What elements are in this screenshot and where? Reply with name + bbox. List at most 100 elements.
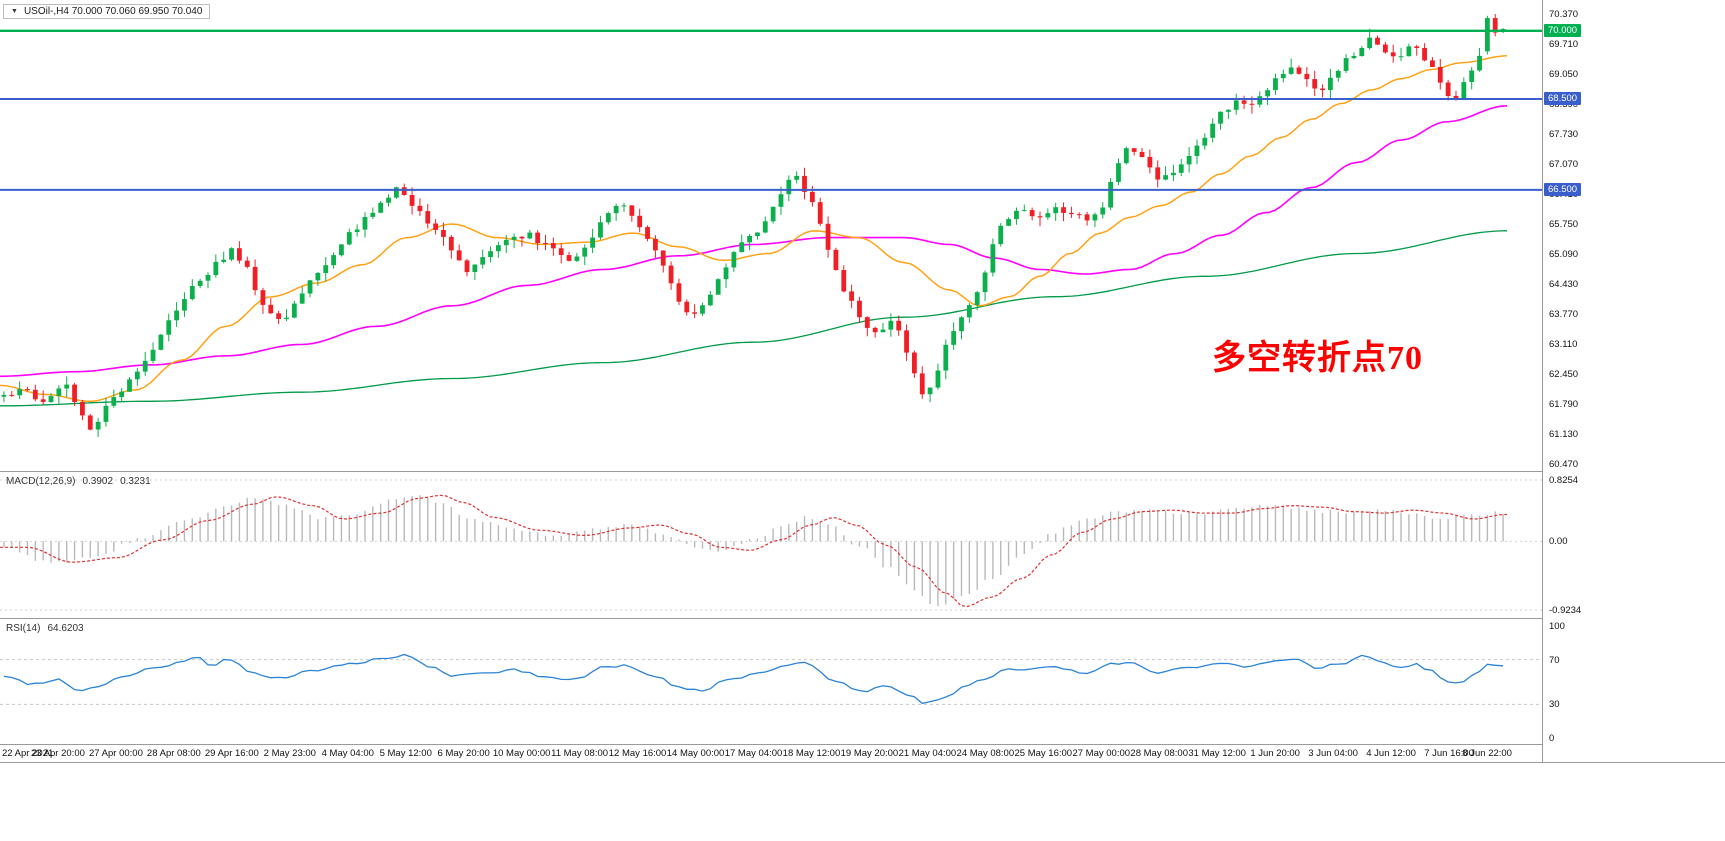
price-scale-label: 69.710 bbox=[1549, 39, 1579, 50]
price-scale-label: 60.470 bbox=[1549, 459, 1579, 470]
candle-body bbox=[755, 232, 760, 236]
price-scale-label: 67.730 bbox=[1549, 129, 1579, 140]
rsi-indicator-canvas[interactable] bbox=[0, 619, 1542, 744]
candle-body bbox=[1210, 123, 1216, 138]
panel-separator-rsi[interactable] bbox=[0, 618, 1725, 619]
time-label: 8 Jun 22:00 bbox=[1462, 748, 1512, 759]
candle-body bbox=[496, 245, 501, 252]
candle-body bbox=[119, 391, 125, 398]
candle-body bbox=[1108, 181, 1114, 208]
candle-body bbox=[1257, 96, 1263, 105]
candle-body bbox=[1375, 37, 1380, 45]
time-label: 1 Jun 20:00 bbox=[1250, 748, 1300, 759]
candle-body bbox=[943, 344, 949, 371]
symbol-info-box[interactable]: ▼ USOil-,H4 70.000 70.060 69.950 70.040 bbox=[3, 4, 211, 19]
candle-body bbox=[1414, 46, 1420, 48]
rsi-header: RSI(14) 64.6203 bbox=[6, 623, 84, 634]
candle-body bbox=[527, 232, 533, 239]
candle-body bbox=[32, 389, 38, 400]
candle-body bbox=[1061, 207, 1066, 213]
candle-body bbox=[1304, 73, 1310, 80]
ma-fast-line bbox=[0, 55, 1508, 402]
candle-body bbox=[134, 371, 140, 380]
candle-body bbox=[1037, 216, 1043, 218]
candle-body bbox=[425, 211, 431, 224]
macd-title: MACD(12,26,9) bbox=[6, 476, 76, 487]
candle-body bbox=[1006, 219, 1011, 226]
rsi-scale-label: 70 bbox=[1549, 654, 1560, 666]
price-scale-label: 70.370 bbox=[1549, 9, 1579, 20]
time-label: 25 May 16:00 bbox=[1014, 748, 1073, 759]
candle-body bbox=[1406, 46, 1412, 57]
macd-scale-label: 0.00 bbox=[1549, 536, 1568, 548]
price-line-badge: 66.500 bbox=[1544, 182, 1582, 196]
macd-header: MACD(12,26,9) 0.3902 0.3231 bbox=[6, 476, 151, 487]
candle-body bbox=[213, 261, 219, 276]
candle-body bbox=[401, 187, 407, 195]
candle-body bbox=[543, 243, 548, 244]
price-scale[interactable]: 70.37069.71069.05068.39067.73067.07066.4… bbox=[1542, 0, 1725, 762]
candle-body bbox=[574, 256, 580, 261]
candle-body bbox=[127, 379, 132, 392]
candle-body bbox=[299, 293, 305, 304]
collapse-triangle-icon[interactable]: ▼ bbox=[11, 7, 18, 15]
candle-body bbox=[393, 187, 399, 198]
candle-body bbox=[205, 275, 211, 281]
candle-body bbox=[762, 221, 768, 233]
candle-body bbox=[959, 317, 964, 332]
macd-indicator-canvas[interactable] bbox=[0, 472, 1542, 618]
candle-body bbox=[590, 237, 595, 248]
candle-body bbox=[731, 252, 737, 268]
candle-body bbox=[951, 331, 957, 345]
candle-body bbox=[1437, 67, 1443, 83]
candle-body bbox=[315, 273, 321, 281]
chart-bottom-border bbox=[0, 762, 1725, 763]
candle-body bbox=[339, 244, 344, 256]
time-label: 21 May 04:00 bbox=[898, 748, 957, 759]
candle-body bbox=[48, 396, 54, 402]
candle-body bbox=[966, 305, 972, 318]
time-label: 17 May 04:00 bbox=[724, 748, 783, 759]
candle-body bbox=[1076, 214, 1082, 216]
candle-body bbox=[613, 206, 619, 214]
candle-body bbox=[1461, 82, 1467, 99]
candle-body bbox=[998, 225, 1004, 245]
price-scale-label: 67.070 bbox=[1549, 159, 1579, 170]
time-label: 3 Jun 04:00 bbox=[1308, 748, 1358, 759]
time-label: 10 May 00:00 bbox=[492, 748, 551, 759]
candle-body bbox=[244, 260, 250, 267]
time-label: 18 May 12:00 bbox=[782, 748, 841, 759]
candle-body bbox=[252, 266, 258, 291]
price-scale-label: 62.450 bbox=[1549, 369, 1579, 380]
candle-body bbox=[1280, 73, 1286, 79]
candle-body bbox=[1194, 145, 1200, 156]
candle-body bbox=[794, 175, 800, 180]
candle-body bbox=[1053, 207, 1059, 214]
candle-body bbox=[605, 213, 611, 223]
time-label: 14 May 00:00 bbox=[666, 748, 725, 759]
candle-body bbox=[598, 222, 603, 238]
candle-body bbox=[72, 384, 77, 402]
candle-body bbox=[1202, 137, 1208, 146]
panel-separator-macd[interactable] bbox=[0, 471, 1725, 472]
time-scale[interactable]: 22 Apr 2021 23 Apr 20:00 27 Apr 00:00 28 Ap… bbox=[0, 745, 1542, 762]
candle-body bbox=[150, 349, 156, 361]
candle-body bbox=[111, 397, 117, 406]
time-label: 24 May 08:00 bbox=[956, 748, 1015, 759]
time-label: 28 May 08:00 bbox=[1130, 748, 1189, 759]
candle-body bbox=[40, 399, 46, 402]
candle-body bbox=[174, 310, 180, 321]
candle-body bbox=[974, 292, 980, 306]
candle-body bbox=[645, 227, 650, 239]
ma-slow-line bbox=[0, 230, 1508, 407]
candle-body bbox=[480, 257, 486, 265]
candle-body bbox=[676, 283, 682, 302]
price-line-badge: 70.000 bbox=[1544, 23, 1582, 37]
symbol-ohlc-text: USOil-,H4 70.000 70.060 69.950 70.040 bbox=[23, 6, 203, 17]
candle-body bbox=[9, 394, 15, 396]
candle-body bbox=[1469, 70, 1475, 82]
candle-body bbox=[346, 232, 352, 245]
price-scale-label: 69.050 bbox=[1549, 69, 1579, 80]
candle-body bbox=[1068, 212, 1074, 215]
price-chart-canvas[interactable] bbox=[0, 0, 1542, 471]
